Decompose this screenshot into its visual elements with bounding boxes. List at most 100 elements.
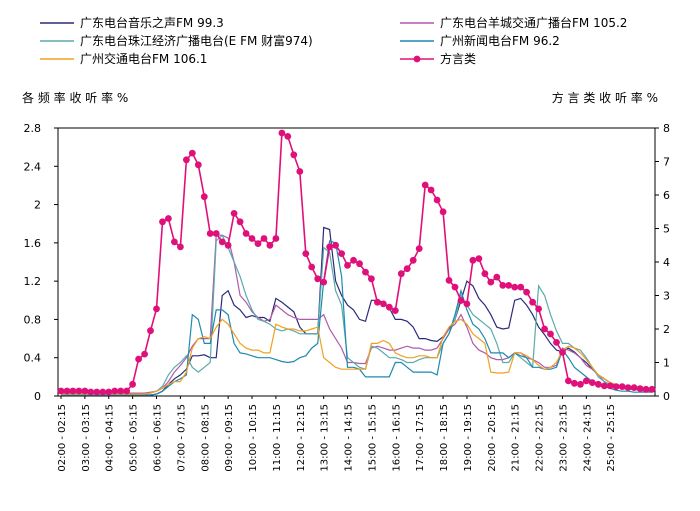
series-point [332, 241, 339, 249]
series-point [451, 283, 459, 291]
y-left-tick-label: 0.4 [24, 352, 42, 365]
series-point [171, 238, 178, 246]
series-point [260, 235, 268, 242]
series-point [511, 283, 519, 291]
series-point [111, 387, 119, 395]
x-tick-label: 13:00 - 13:15 [320, 404, 331, 472]
series-point [236, 218, 244, 226]
series-point [481, 270, 489, 278]
x-tick-label: 12:00 - 12:15 [296, 404, 307, 472]
x-tick-label: 06:00 - 06:15 [153, 404, 164, 472]
series-point [218, 238, 226, 246]
series-point [362, 268, 369, 276]
x-tick-label: 07:00 - 07:15 [176, 404, 187, 472]
series-point [415, 245, 423, 253]
x-tick-label: 18:00 - 18:15 [439, 404, 450, 472]
x-tick-label: 23:00 - 23:15 [558, 404, 569, 472]
series-point [284, 133, 292, 140]
series-point [344, 262, 351, 269]
legend-label: 广东电台音乐之声FM 99.3 [80, 15, 224, 30]
x-tick-label: 17:00 - 17:15 [415, 404, 426, 472]
legend-label: 广州交通电台FM 106.1 [80, 51, 207, 66]
series-point [409, 256, 417, 264]
series-line-5 [61, 131, 652, 393]
series-point [630, 384, 638, 391]
series-point [612, 383, 620, 390]
x-tick-label: 20:00 - 20:15 [487, 404, 498, 472]
x-tick-label: 21:00 - 21:15 [511, 404, 522, 472]
series-line-2 [61, 234, 652, 395]
y-right-tick-label: 5 [663, 223, 670, 236]
series-point [457, 297, 465, 304]
series-point [642, 385, 650, 393]
y-right-tick-label: 8 [663, 122, 670, 135]
series-point [475, 255, 483, 262]
series-point [636, 385, 644, 392]
y-left-tick-label: 0 [34, 390, 41, 403]
series-point [541, 325, 548, 333]
x-tick-label: 16:00 - 16:15 [391, 404, 402, 472]
series-point [624, 384, 632, 391]
series-point [529, 298, 536, 306]
series-point [356, 260, 363, 268]
series-point [290, 151, 298, 159]
series-point [565, 377, 572, 385]
series-point [224, 241, 232, 249]
series-point [188, 149, 196, 157]
series-point [338, 250, 345, 257]
y-right-tick-label: 4 [663, 256, 670, 269]
series-point [93, 388, 101, 396]
y-right-tick-label: 0 [663, 390, 670, 403]
series-point [469, 256, 477, 264]
series-point [385, 303, 393, 311]
series-point [314, 275, 322, 283]
legend: 广东电台音乐之声FM 99.3 广东电台羊城交通广播台FM 105.2 广东电台珠江… [40, 15, 627, 66]
legend-label: 广东电台羊城交通广播台FM 105.2 [440, 15, 627, 30]
series-point [594, 380, 602, 388]
series-point [439, 208, 447, 216]
series-point [57, 387, 65, 395]
series-point [63, 387, 71, 395]
series-point [547, 330, 554, 338]
series-point [206, 230, 214, 237]
series-point [517, 283, 525, 291]
series-point [75, 387, 83, 395]
series-point [505, 282, 513, 289]
y-left-tick-label: 1.2 [24, 275, 42, 288]
series-point [254, 240, 262, 248]
x-tick-label: 09:00 - 09:15 [224, 404, 235, 472]
legend-label: 广州新闻电台FM 96.2 [440, 33, 560, 48]
series-point [618, 383, 626, 390]
series-point [141, 350, 149, 358]
series-point [582, 377, 590, 385]
y-left-tick-label: 2 [34, 199, 41, 212]
series-point [87, 388, 95, 396]
legend-label: 方言类 [440, 51, 476, 66]
series-point [326, 243, 333, 251]
series-point [553, 339, 560, 346]
series-point [165, 215, 172, 222]
axes: 0 0.4 0.8 1.2 1.6 2 2.4 2.8 0 1 2 3 4 5 6 7 8 02:00 - 02:… [24, 122, 671, 472]
series-point [320, 278, 328, 286]
x-tick-label: 08:00 - 08:15 [200, 404, 211, 472]
series-point [296, 168, 304, 175]
series-point [380, 300, 387, 308]
series-point [105, 388, 113, 396]
y-left-axis-label: 各 频 率 收 听 率 % [22, 90, 128, 105]
y-left-tick-label: 1.6 [24, 237, 42, 250]
y-right-tick-label: 7 [663, 156, 670, 169]
series-point [81, 387, 89, 395]
y-right-tick-label: 3 [663, 290, 670, 303]
series-point [374, 298, 381, 306]
x-tick-label: 05:00 - 05:15 [129, 404, 140, 472]
series-point [278, 129, 286, 137]
series-point [266, 241, 274, 249]
x-tick-label: 25:00 - 25:15 [606, 404, 617, 472]
series-point [230, 210, 238, 217]
y-right-axis-label: 方 言 类 收 听 率 % [552, 90, 658, 105]
x-tick-label: 22:00 - 22:15 [535, 404, 546, 472]
series-point [153, 305, 160, 313]
x-tick-label: 02:00 - 02:15 [57, 404, 68, 472]
series-point [433, 196, 441, 204]
